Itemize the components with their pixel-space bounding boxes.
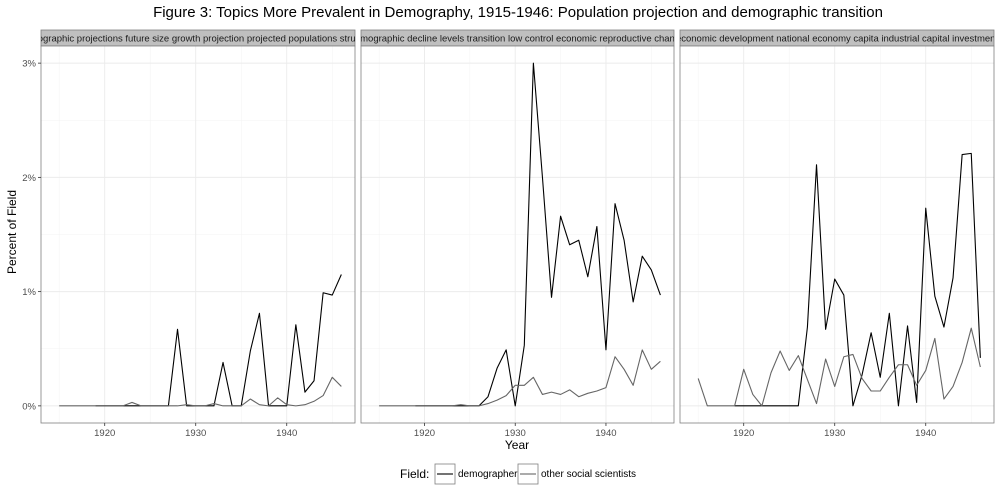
series-line-other-social-scientists <box>59 376 342 407</box>
y-tick-label: 0% <box>22 401 36 412</box>
legend-title: Field: <box>400 467 429 481</box>
legend-label-demographers: demographers <box>458 469 522 480</box>
strip-label: economic development national economy ca… <box>676 34 998 45</box>
gridlines <box>361 46 674 423</box>
panel-1: demographic projections future size grow… <box>19 29 377 439</box>
legend-key-other-social-scientists <box>517 463 539 485</box>
panel-border <box>679 45 995 424</box>
legend: Field: demographers other social scienti… <box>400 463 636 485</box>
strip-label: demographic decline levels transition lo… <box>350 34 686 45</box>
x-tick-label: 1940 <box>595 428 616 439</box>
series-line-demographers <box>95 274 342 407</box>
y-axis: 0% 1% 2% 3% <box>22 59 41 412</box>
panel-3: economic development national economy ca… <box>676 29 998 439</box>
panel-border <box>40 45 356 424</box>
series-line-other-social-scientists <box>379 349 661 407</box>
y-tick-label: 1% <box>22 287 36 298</box>
series-line-other-social-scientists <box>697 327 981 407</box>
x-axis-title: Year <box>505 438 529 452</box>
panel-2: demographic decline levels transition lo… <box>350 29 686 439</box>
panels: demographic projections future size grow… <box>19 29 998 439</box>
x-tick-label: 1940 <box>276 428 297 439</box>
series-line-demographers <box>734 152 981 407</box>
panel-border <box>360 45 675 424</box>
y-tick-label: 3% <box>22 59 36 70</box>
x-tick-label: 1920 <box>94 428 115 439</box>
y-tick-label: 2% <box>22 173 36 184</box>
x-tick-label: 1930 <box>505 428 526 439</box>
strip-label: demographic projections future size grow… <box>19 34 377 45</box>
x-tick-label: 1920 <box>414 428 435 439</box>
x-tick-label: 1920 <box>733 428 754 439</box>
legend-label-other-social-scientists: other social scientists <box>541 469 636 480</box>
legend-key-demographers <box>434 463 456 485</box>
gridlines <box>680 46 994 423</box>
series-line-demographers <box>415 62 661 407</box>
x-tick-label: 1930 <box>824 428 845 439</box>
y-axis-title: Percent of Field <box>5 190 19 274</box>
x-tick-label: 1940 <box>915 428 936 439</box>
x-tick-label: 1930 <box>185 428 206 439</box>
chart-title: Figure 3: Topics More Prevalent in Demog… <box>153 4 883 21</box>
